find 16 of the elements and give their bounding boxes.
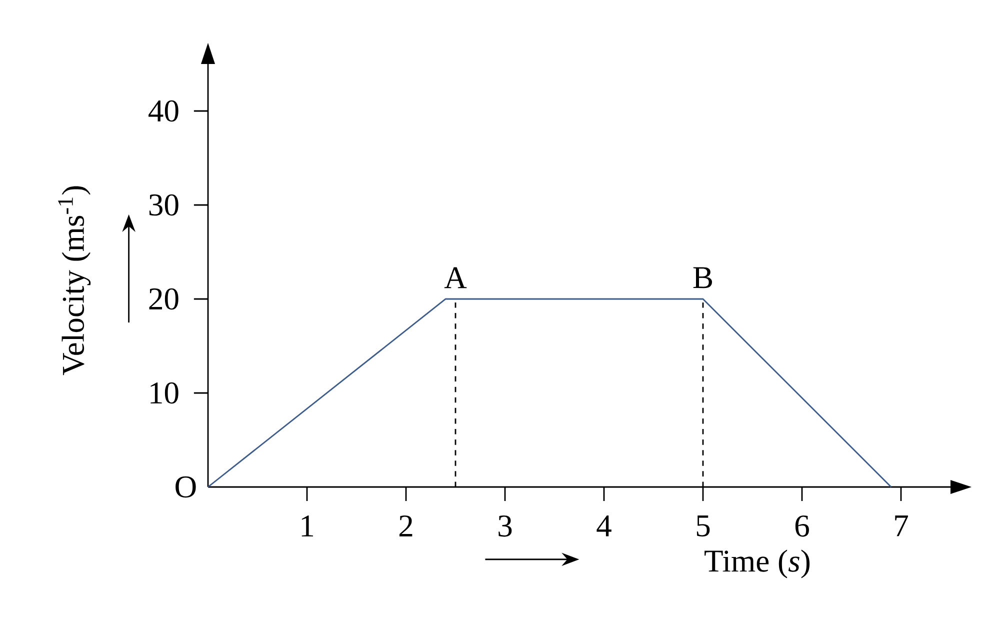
y-axis-title: Velocity (ms$^{-1}$): [58, 186, 91, 376]
y-tick-label: 30: [149, 194, 178, 216]
x-tick-label: 4: [596, 515, 612, 536]
x-tick-label: 1: [302, 515, 314, 536]
x-tick-label: 3: [498, 515, 512, 537]
ref-line-label: A: [444, 267, 467, 288]
x-tick-label: 7: [895, 515, 908, 536]
x-axis-title: Time (s): [704, 550, 810, 578]
annotation: O: [176, 476, 196, 498]
y-tick-label: 10: [150, 382, 178, 404]
ref-line-label: B: [693, 267, 712, 288]
x-tick-label: 6: [795, 515, 809, 537]
y-tick-label: 20: [149, 288, 178, 310]
y-tick-label: 40: [148, 100, 178, 122]
x-tick-label: 2: [399, 515, 412, 536]
x-tick-label: 5: [696, 515, 710, 536]
